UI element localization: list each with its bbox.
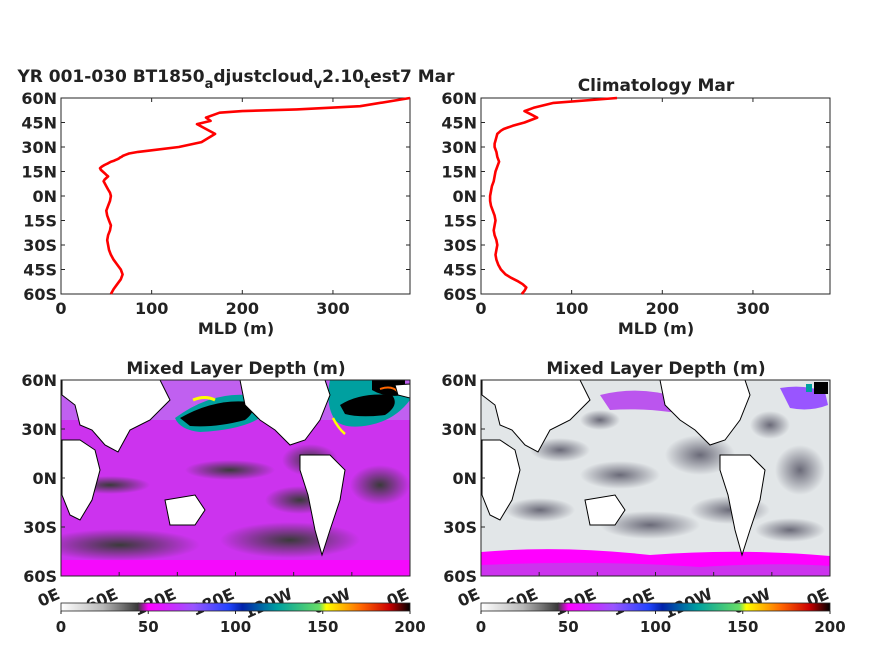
lat-tick-label: 60N [21,371,57,390]
lon-tick-label: 60W [309,584,354,618]
x-tick-label: 300 [316,299,349,318]
colorbar-ticks: 0 50 100 150 200 [56,611,426,636]
y-tick-label: 30S [443,236,477,255]
lon-tick-label: 60W [729,584,774,618]
y-tick-label: 30N [21,138,57,157]
y-tick-label: 0N [452,187,477,206]
mld-profile-line [488,96,618,295]
lat-tick-label: 30S [23,518,57,537]
lon-tick-label: 0E [455,584,483,610]
x-axis-label: MLD (m) [618,319,694,338]
profile-title-climatology: Climatology Mar [578,76,735,96]
y-tick-label: 45S [443,261,477,280]
map-title-climatology: Mixed Layer Depth (m) [546,359,765,379]
y-tick-label: 30N [441,138,477,157]
y-tick-label: 15S [443,212,477,231]
lat-ticks: 60N 30N 0N 30S 60S [21,371,65,586]
lon-tick-label: 180E [189,584,237,619]
lat-tick-label: 60N [441,371,477,390]
y-tick-label: 15N [21,163,57,182]
x-axis-label: MLD (m) [198,319,274,338]
y-tick-label: 30S [23,236,57,255]
colorbar-tick-label: 100 [220,618,251,636]
colorbar [480,602,831,612]
y-tick-label: 45S [23,261,57,280]
y-tick-label: 45N [21,114,57,133]
colorbar-tick-label: 100 [640,618,671,636]
lat-tick-label: 0N [32,469,57,488]
profile-title-model: YR 001-030 BT1850adjustcloudv2.10test7 M… [16,67,455,92]
x-ticks: 0 100 200 300 [475,98,770,318]
y-ticks: 60N 45N 30N 15N 0N 15S 30S 45S 60S [21,89,410,304]
colorbar-tick-label: 50 [558,618,579,636]
lon-tick-label: 180E [609,584,657,619]
x-tick-label: 200 [646,299,679,318]
colorbar-tick-label: 150 [307,618,338,636]
y-tick-label: 45N [441,114,477,133]
x-tick-label: 200 [226,299,259,318]
colorbar-ticks: 0 50 100 150 200 [476,611,846,636]
mld-field [61,380,410,576]
colorbar-tick-label: 50 [138,618,159,636]
y-tick-label: 0N [32,187,57,206]
mld-field [481,380,830,576]
lat-tick-label: 60S [443,567,477,586]
profile-panel-model: YR 001-030 BT1850adjustcloudv2.10test7 M… [16,67,455,338]
y-tick-label: 60N [21,89,57,108]
map-title-model: Mixed Layer Depth (m) [126,359,345,379]
x-ticks: 0 100 200 300 [55,98,350,318]
lon-tick-label: 0E [35,584,63,610]
colorbar-tick-label: 150 [727,618,758,636]
lat-tick-label: 0N [452,469,477,488]
y-tick-label: 15N [441,163,477,182]
colorbar-tick-label: 200 [814,618,845,636]
lon-tick-label: 120E [131,584,179,619]
y-ticks: 60N 45N 30N 15N 0N 15S 30S 45S 60S [441,89,830,304]
lat-ticks: 60N 30N 0N 30S 60S [441,371,485,586]
y-tick-label: 15S [23,212,57,231]
x-tick-label: 100 [135,299,168,318]
x-tick-label: 100 [555,299,588,318]
colorbar [60,602,411,612]
profile-panel-climatology: Climatology Mar 60N45N30N15N0N15S30S45S6… [441,76,831,338]
colorbar-tick-label: 0 [476,618,486,636]
y-tick-label: 60S [23,285,57,304]
mld-profile-line [98,96,411,295]
x-tick-label: 0 [475,299,486,318]
colorbar-tick-label: 0 [56,618,66,636]
x-tick-label: 300 [736,299,769,318]
lat-tick-label: 60S [23,567,57,586]
lon-ticks: 0E60E120E180E120W60W0E [35,572,412,622]
lon-tick-label: 120E [551,584,599,619]
lat-tick-label: 30N [21,420,57,439]
plot-frame [480,97,831,295]
colorbar-tick-label: 200 [394,618,425,636]
y-tick-label: 60S [443,285,477,304]
x-tick-label: 0 [55,299,66,318]
map-panel-model: Mixed Layer Depth (m) [21,359,425,636]
lon-ticks: 0E60E120E180E120W60W0E [455,572,832,622]
lat-tick-label: 30S [443,518,477,537]
y-tick-label: 60N [441,89,477,108]
plot-frame [60,97,411,295]
lat-tick-label: 30N [441,420,477,439]
